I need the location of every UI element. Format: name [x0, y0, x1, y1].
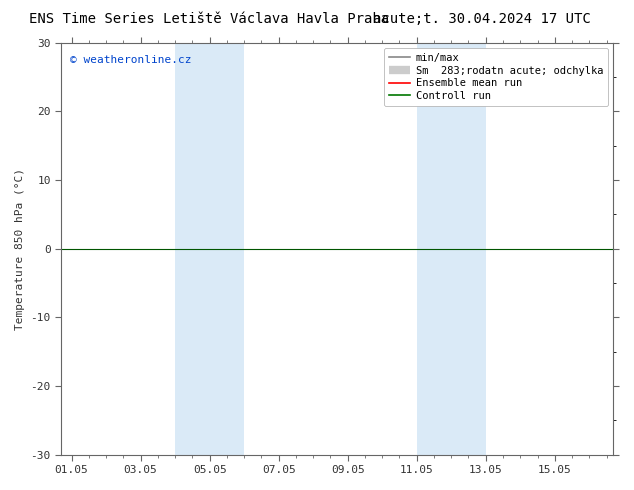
Y-axis label: Temperature 850 hPa (°C): Temperature 850 hPa (°C) [15, 168, 25, 330]
Legend: min/max, Sm  283;rodatn acute; odchylka, Ensemble mean run, Controll run: min/max, Sm 283;rodatn acute; odchylka, … [384, 48, 608, 106]
Text: acute;t. 30.04.2024 17 UTC: acute;t. 30.04.2024 17 UTC [373, 12, 591, 26]
Text: © weatheronline.cz: © weatheronline.cz [70, 55, 191, 65]
Bar [417, 43, 486, 455]
Bar [175, 43, 244, 455]
Text: ENS Time Series Letiště Václava Havla Praha: ENS Time Series Letiště Václava Havla Pr… [29, 12, 389, 26]
